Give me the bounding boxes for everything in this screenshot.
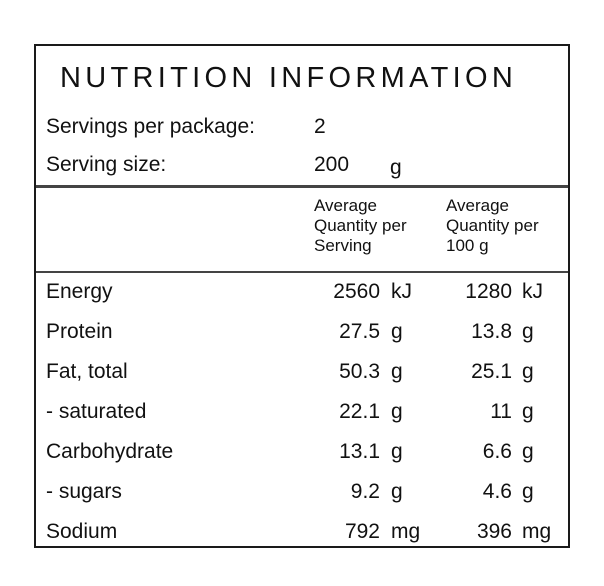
nutrition-panel: NUTRITION INFORMATION Servings per packa…: [34, 44, 570, 548]
header-per-serving-line: Serving: [314, 236, 372, 255]
divider-top: [36, 185, 568, 188]
header-per-serving-line: Quantity per: [314, 216, 407, 235]
per-serving-unit: g: [391, 480, 403, 503]
nutrient-name: Sodium: [46, 520, 118, 543]
per-serving-unit: kJ: [391, 280, 412, 303]
nutrient-name: - sugars: [46, 480, 122, 503]
per-serving-value: 792: [344, 520, 380, 543]
header-per-100g-line: Average: [446, 196, 510, 215]
panel-title: NUTRITION INFORMATION: [60, 62, 518, 94]
serving-size-label: Serving size:: [46, 153, 167, 176]
nutrient-name: Protein: [46, 320, 113, 343]
per-serving-unit: g: [391, 400, 403, 423]
nutrient-name: Fat, total: [46, 360, 128, 383]
header-per-100g-line: Quantity per: [446, 216, 539, 235]
per-100g-unit: g: [522, 440, 534, 463]
per-100g-unit: g: [522, 480, 534, 503]
header-per-serving-line: Average: [314, 196, 378, 215]
serving-size-unit: g: [390, 156, 402, 179]
per-serving-value: 9.2: [350, 480, 380, 503]
per-serving-value: 27.5: [339, 320, 380, 343]
nutrient-name: - saturated: [46, 400, 147, 423]
per-serving-value: 13.1: [339, 440, 380, 463]
per-100g-value: 11: [490, 400, 512, 423]
per-100g-value: 1280: [465, 280, 512, 303]
servings-value: 2: [314, 115, 326, 138]
per-100g-value: 4.6: [482, 480, 512, 503]
header-per-serving: Average Quantity per Serving: [314, 196, 407, 256]
header-per-100g-line: 100 g: [446, 236, 489, 255]
nutrient-name: Carbohydrate: [46, 440, 174, 463]
header-per-100g: Average Quantity per 100 g: [446, 196, 539, 256]
per-serving-value: 22.1: [339, 400, 380, 423]
per-100g-value: 6.6: [482, 440, 512, 463]
per-serving-unit: g: [391, 360, 403, 383]
per-100g-unit: g: [522, 360, 534, 383]
servings-label: Servings per package:: [46, 115, 255, 138]
per-100g-unit: g: [522, 400, 534, 423]
per-serving-value: 2560: [333, 280, 380, 303]
per-serving-value: 50.3: [339, 360, 380, 383]
per-100g-value: 13.8: [471, 320, 512, 343]
per-100g-value: 25.1: [471, 360, 512, 383]
serving-size-value: 200: [314, 153, 350, 176]
per-serving-unit: g: [391, 320, 403, 343]
per-serving-unit: g: [391, 440, 403, 463]
per-100g-unit: mg: [522, 520, 552, 543]
per-serving-unit: mg: [391, 520, 421, 543]
divider-header: [36, 271, 568, 273]
per-100g-unit: g: [522, 320, 534, 343]
per-100g-unit: kJ: [522, 280, 543, 303]
per-100g-value: 396: [476, 520, 512, 543]
nutrient-name: Energy: [46, 280, 113, 303]
